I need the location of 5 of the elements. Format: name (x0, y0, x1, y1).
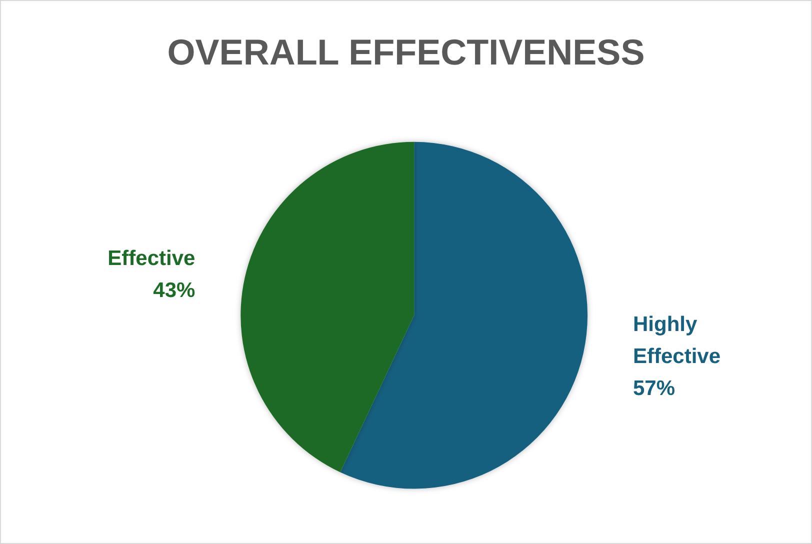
data-label: 43% (153, 278, 196, 302)
slice-label: Highly Effective (633, 312, 721, 368)
data-label: 57% (633, 376, 676, 400)
chart-title: OVERALL EFFECTIVENESS (167, 32, 645, 72)
slice-label: Effective (108, 246, 196, 270)
